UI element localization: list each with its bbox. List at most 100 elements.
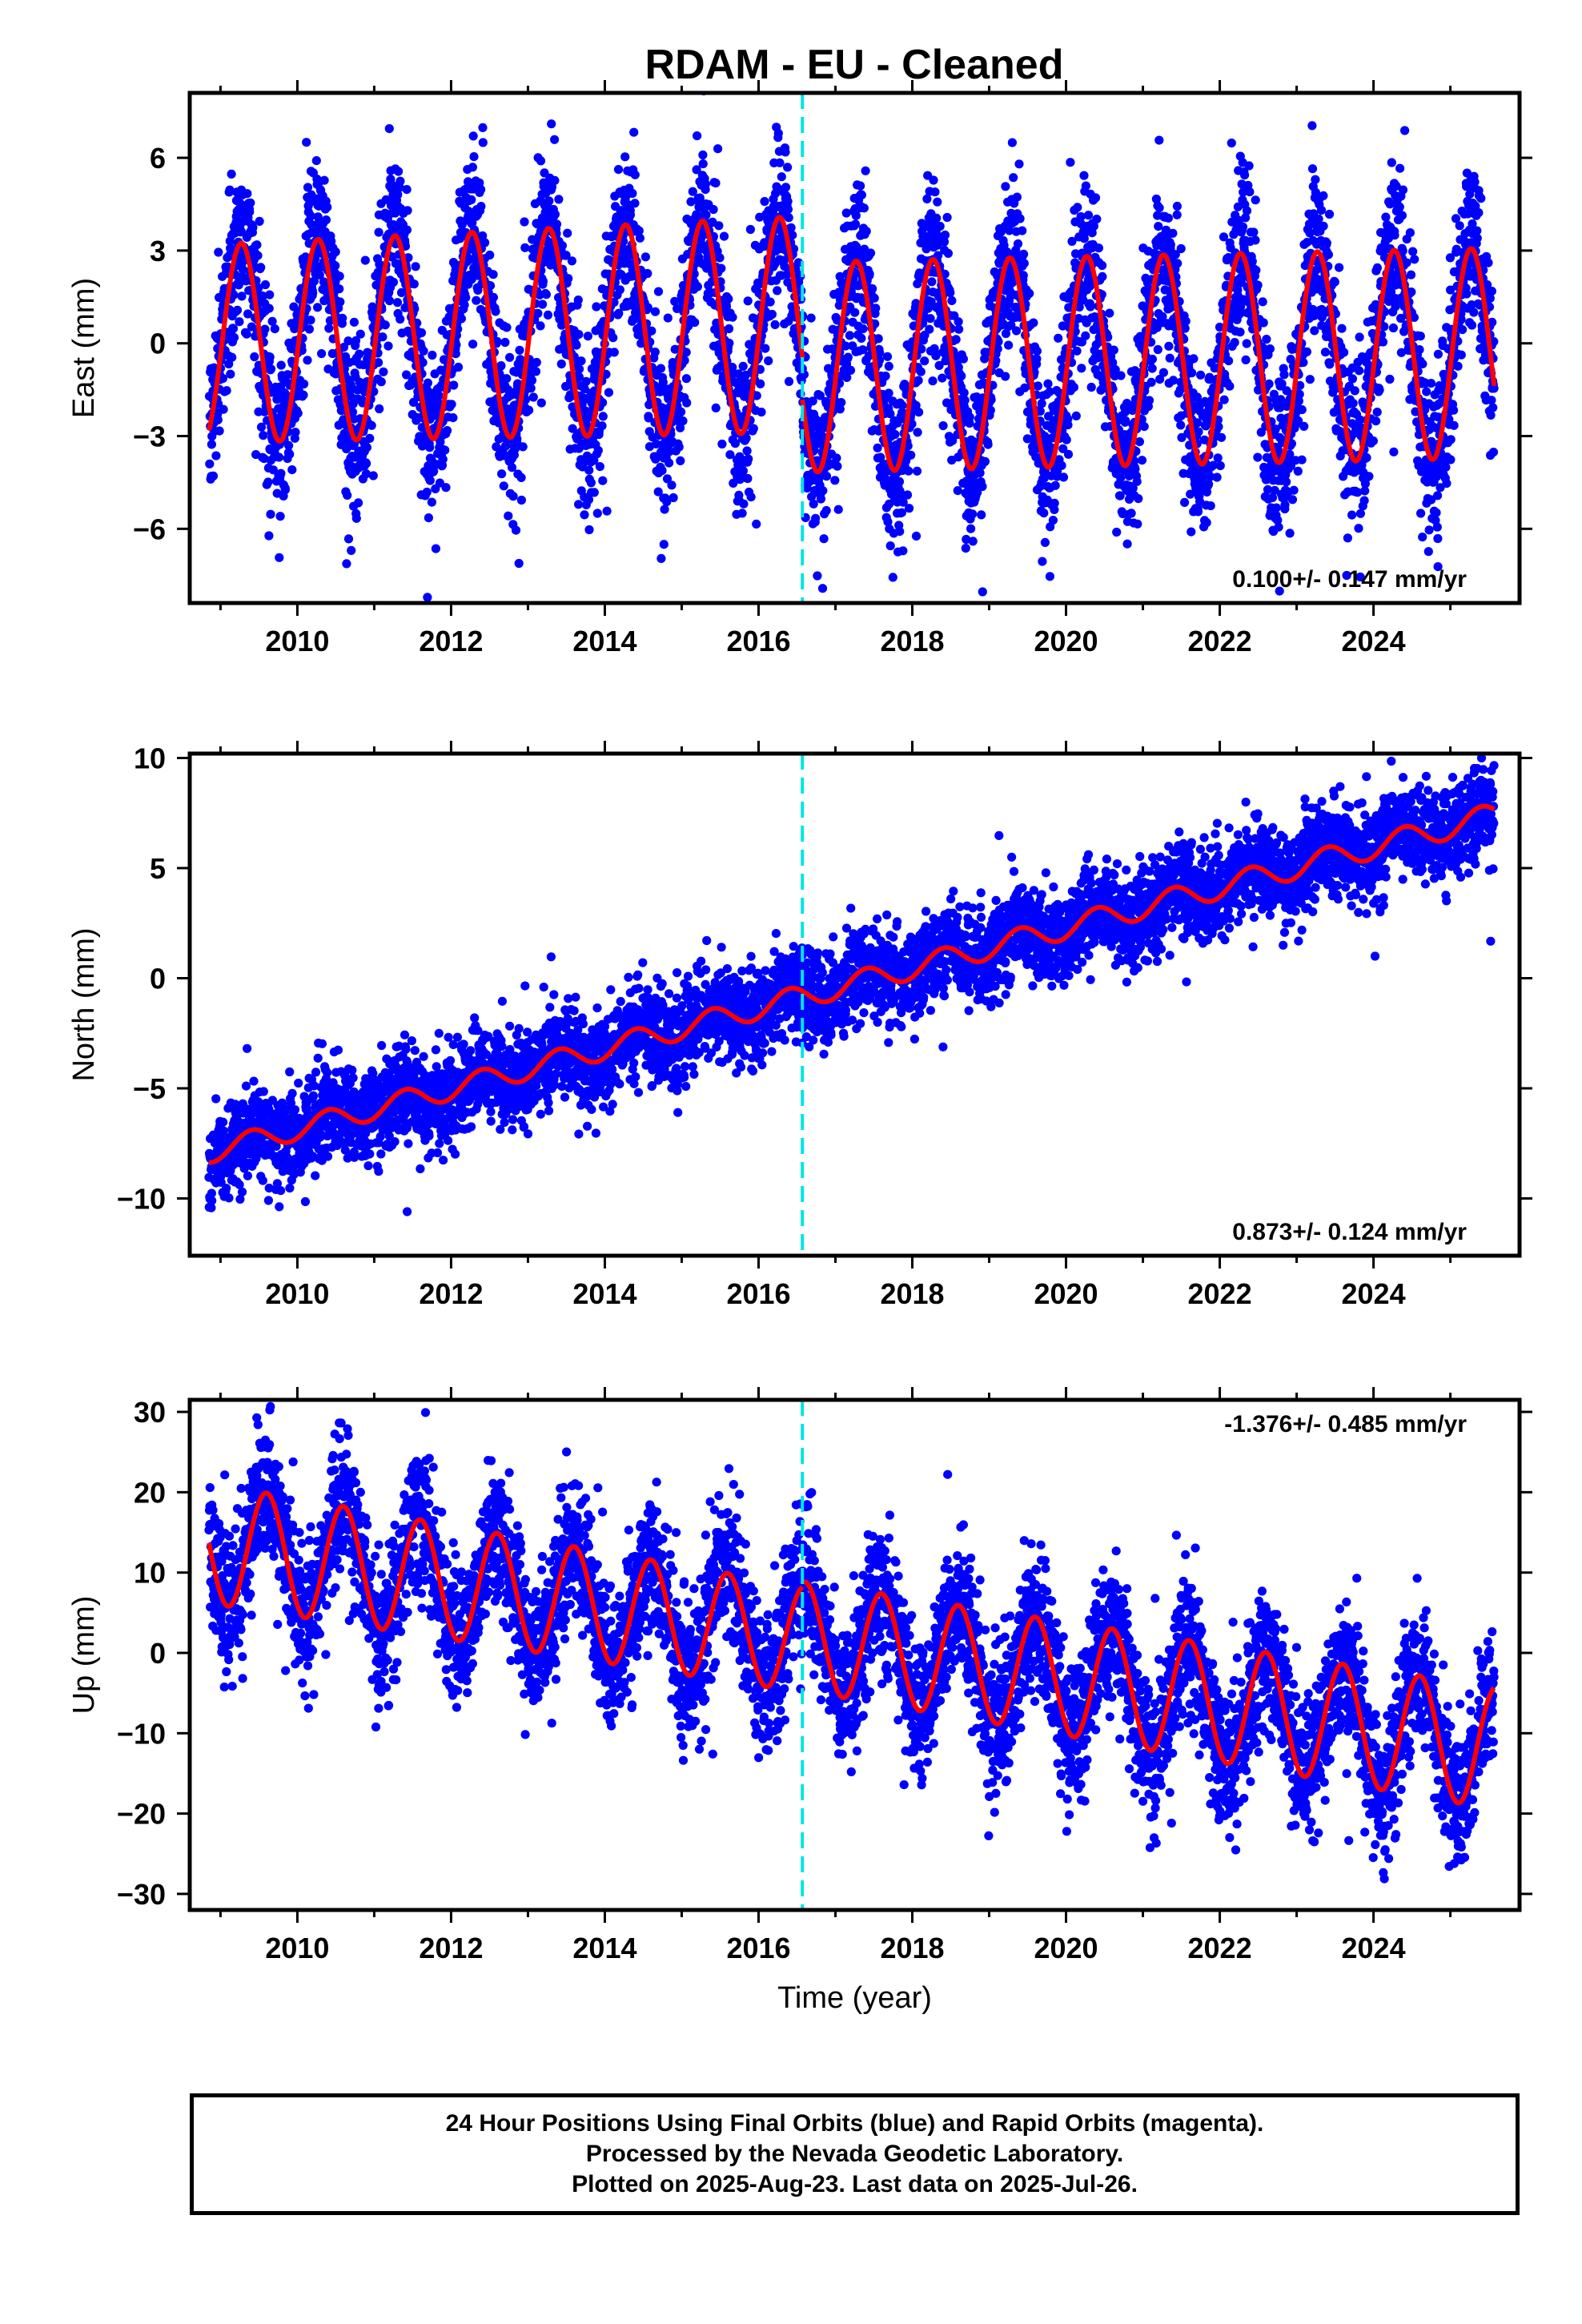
data-point — [861, 166, 870, 175]
data-point — [423, 378, 433, 388]
data-point — [393, 190, 403, 199]
data-point — [468, 340, 478, 349]
data-point — [1098, 271, 1107, 281]
data-point — [1154, 203, 1164, 213]
data-point — [865, 269, 874, 279]
data-point — [813, 571, 822, 581]
data-point — [460, 300, 469, 310]
data-point — [676, 456, 685, 466]
data-point — [527, 376, 537, 385]
data-point — [916, 367, 926, 376]
data-point — [538, 300, 548, 309]
data-point — [383, 341, 393, 351]
data-point — [1212, 472, 1222, 482]
data-point — [1112, 527, 1122, 537]
data-point — [1241, 355, 1251, 364]
data-point — [512, 434, 522, 444]
data-point — [1139, 422, 1149, 432]
data-point — [1092, 215, 1102, 224]
data-point — [595, 462, 605, 472]
data-point — [211, 451, 221, 460]
data-point — [1098, 260, 1107, 271]
data-point — [416, 328, 427, 338]
data-point — [536, 321, 545, 331]
data-point — [384, 296, 395, 306]
data-point — [564, 274, 573, 283]
data-point — [745, 224, 756, 235]
data-point — [589, 488, 599, 497]
data-point — [1172, 210, 1182, 219]
data-point — [387, 252, 397, 262]
data-point — [884, 361, 893, 371]
data-point — [476, 202, 486, 211]
data-point — [1144, 396, 1154, 405]
data-point — [643, 303, 652, 312]
data-point — [755, 364, 765, 374]
data-point — [634, 226, 644, 235]
data-point — [238, 264, 247, 275]
data-point — [302, 138, 311, 147]
data-point — [368, 471, 378, 480]
data-point — [608, 333, 618, 343]
data-point — [873, 443, 882, 452]
data-point — [543, 310, 553, 320]
data-point — [752, 391, 761, 400]
data-point — [1147, 354, 1157, 364]
data-point — [1040, 537, 1050, 548]
data-point — [468, 131, 478, 141]
data-point — [749, 424, 758, 433]
data-point — [461, 293, 471, 303]
data-point — [335, 271, 344, 281]
data-point — [830, 476, 840, 485]
data-point — [347, 545, 356, 556]
data-point — [225, 185, 235, 195]
data-point — [1050, 498, 1059, 509]
data-point — [243, 309, 253, 319]
data-point — [752, 519, 761, 529]
data-point — [885, 541, 895, 551]
data-point — [378, 332, 387, 342]
data-point — [1227, 139, 1236, 148]
data-point — [1180, 497, 1190, 508]
data-point — [630, 199, 640, 208]
data-point — [960, 396, 970, 405]
data-point — [690, 318, 700, 328]
data-point — [1240, 171, 1250, 180]
data-point — [365, 433, 375, 444]
data-point — [514, 558, 524, 569]
data-point — [843, 352, 853, 362]
data-point — [926, 314, 935, 324]
data-point — [384, 124, 394, 134]
data-point — [602, 506, 612, 516]
data-point — [711, 403, 721, 412]
data-point — [662, 474, 673, 484]
data-point — [668, 358, 678, 368]
data-point — [640, 252, 651, 262]
data-point — [1289, 485, 1299, 495]
data-point — [739, 499, 749, 509]
data-point — [754, 279, 764, 289]
data-point — [767, 309, 777, 320]
data-point — [756, 379, 765, 388]
data-point — [1032, 354, 1042, 364]
data-point — [441, 483, 451, 493]
data-point — [1265, 344, 1275, 354]
data-point — [557, 241, 568, 251]
data-point — [701, 179, 711, 189]
data-point — [488, 270, 498, 279]
data-point — [983, 440, 993, 449]
data-point — [343, 490, 352, 501]
data-point — [276, 468, 286, 478]
data-point — [659, 540, 669, 549]
data-point — [858, 324, 868, 334]
data-point — [677, 407, 686, 416]
data-point — [925, 324, 934, 334]
data-point — [550, 135, 560, 144]
data-point — [351, 336, 361, 345]
data-point — [653, 287, 664, 296]
data-point — [1213, 453, 1223, 463]
data-point — [1019, 249, 1029, 259]
data-point — [968, 537, 978, 546]
data-point — [532, 357, 541, 368]
